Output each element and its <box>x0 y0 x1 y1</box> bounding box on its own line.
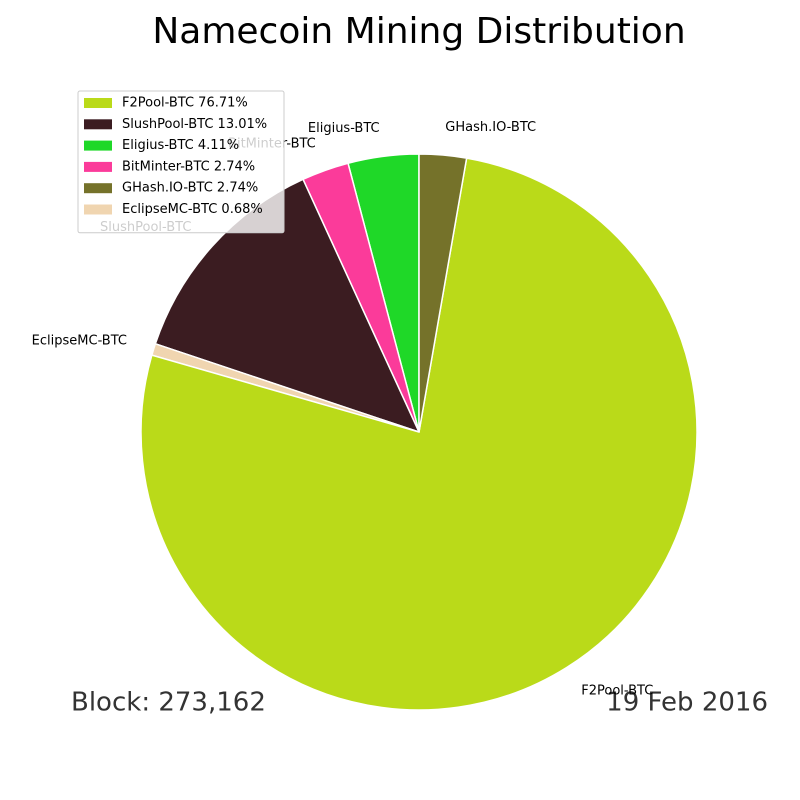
annotation: 19 Feb 2016 <box>606 688 768 718</box>
slice-label: Eligius-BTC <box>308 121 380 136</box>
legend-swatch <box>84 204 112 215</box>
legend-label: F2Pool-BTC 76.71% <box>122 96 248 111</box>
slice-label: EclipseMC-BTC <box>32 334 127 349</box>
legend-swatch <box>84 119 112 130</box>
legend-box <box>77 90 285 234</box>
pie-slice <box>154 178 421 434</box>
pie-slice <box>140 157 698 711</box>
slice-label: F2Pool-BTC <box>581 684 653 699</box>
legend-label: SlushPool-BTC 13.01% <box>122 117 267 132</box>
legend-label: BitMinter-BTC 2.74% <box>122 159 255 174</box>
annotation: Block: 273,162 <box>71 688 266 718</box>
legend-swatch <box>84 183 112 194</box>
legend-swatch <box>84 140 112 151</box>
slice-label: GHash.IO-BTC <box>445 120 536 135</box>
pie-slice <box>418 153 468 433</box>
legend-swatch <box>84 161 112 172</box>
legend-swatch <box>84 98 112 108</box>
legend-label: Eligius-BTC 4.11% <box>122 138 239 153</box>
chart-title: Namecoin Mining Distribution <box>152 11 685 52</box>
legend-label: EclipseMC-BTC 0.68% <box>122 202 263 217</box>
legend-label: GHash.IO-BTC 2.74% <box>122 181 258 196</box>
